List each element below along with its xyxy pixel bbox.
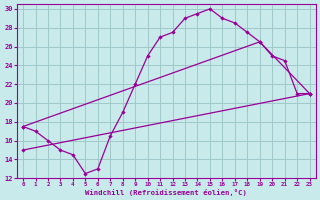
X-axis label: Windchill (Refroidissement éolien,°C): Windchill (Refroidissement éolien,°C) — [85, 189, 247, 196]
